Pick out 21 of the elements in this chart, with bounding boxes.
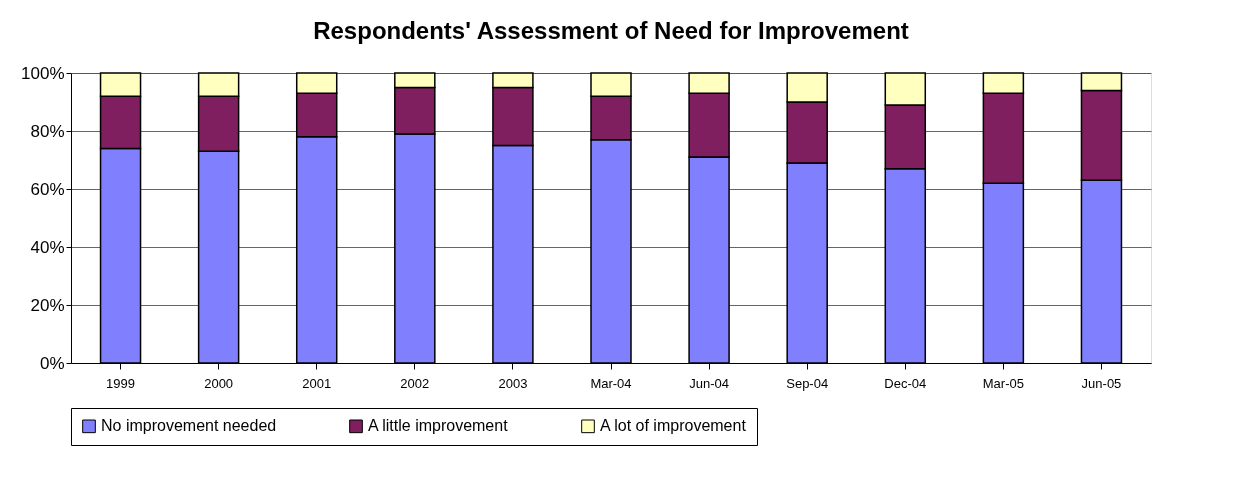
legend-label: No improvement needed — [101, 417, 277, 435]
y-tick-label: 100% — [21, 63, 65, 83]
y-tick-label: 40% — [30, 237, 65, 257]
chart-title: Respondents' Assessment of Need for Improvement — [313, 17, 909, 44]
legend-label: A lot of improvement — [600, 417, 747, 435]
x-tick-label: 2003 — [498, 375, 528, 391]
x-tick-label: 1999 — [106, 375, 135, 391]
x-tick-label: 2000 — [204, 375, 234, 391]
y-tick-label: 60% — [30, 179, 65, 199]
y-tick-label: 0% — [39, 353, 65, 373]
y-tick-label: 20% — [30, 295, 65, 315]
legend-label: A little improvement — [368, 417, 509, 435]
y-tick-label: 80% — [30, 121, 65, 141]
x-tick-label: Dec-04 — [884, 375, 927, 391]
x-tick-label: Mar-05 — [982, 375, 1024, 391]
x-tick-label: 2002 — [400, 375, 430, 391]
x-tick-label: 2001 — [302, 375, 332, 391]
x-tick-label: Sep-04 — [786, 375, 829, 391]
x-tick-label: Jun-04 — [689, 375, 729, 391]
x-tick-label: Jun-05 — [1081, 375, 1122, 391]
x-tick-label: Mar-04 — [590, 375, 632, 391]
